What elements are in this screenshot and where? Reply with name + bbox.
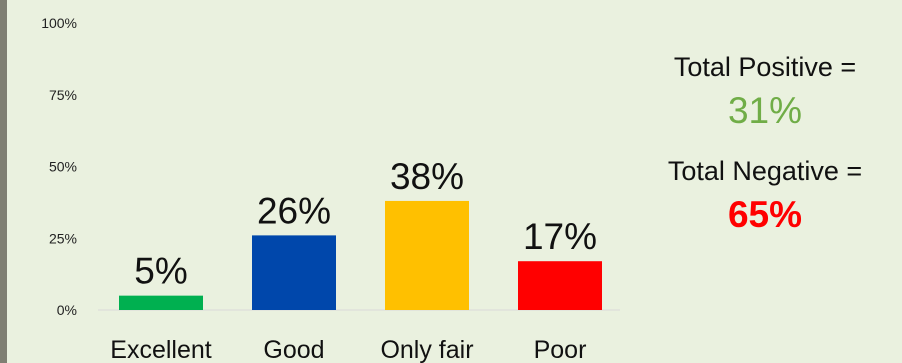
total-positive-value: 31%: [727, 90, 803, 131]
bar-chart: 0% 25% 50% 75% 100% 5% Excellent 26% Good 38% Only…: [41, 15, 620, 363]
y-tick-label: 0%: [57, 302, 77, 318]
total-negative-value: 65%: [727, 194, 803, 235]
x-tick-label: Good: [263, 336, 324, 363]
total-positive-label: Total Positive =: [673, 52, 857, 82]
y-tick-label: 75%: [49, 87, 77, 103]
data-label: 5%: [134, 251, 187, 292]
data-label: 17%: [523, 216, 597, 257]
y-tick-label: 100%: [41, 15, 77, 31]
x-tick-label: Poor: [534, 336, 587, 363]
y-tick-label: 25%: [49, 230, 77, 246]
bar-excellent: [119, 295, 203, 310]
y-tick-label: 50%: [49, 159, 77, 175]
data-label: 26%: [257, 190, 331, 231]
left-border: [0, 0, 7, 363]
bar-poor: [518, 261, 602, 310]
total-negative-label: Total Negative =: [667, 156, 863, 186]
bar-only-fair: [385, 200, 469, 310]
x-tick-label: Excellent: [110, 336, 211, 363]
bar-good: [252, 235, 336, 310]
x-tick-label: Only fair: [380, 336, 473, 363]
summary-panel: Total Positive = 31% Total Negative = 65…: [628, 50, 902, 238]
data-label: 38%: [390, 156, 464, 197]
